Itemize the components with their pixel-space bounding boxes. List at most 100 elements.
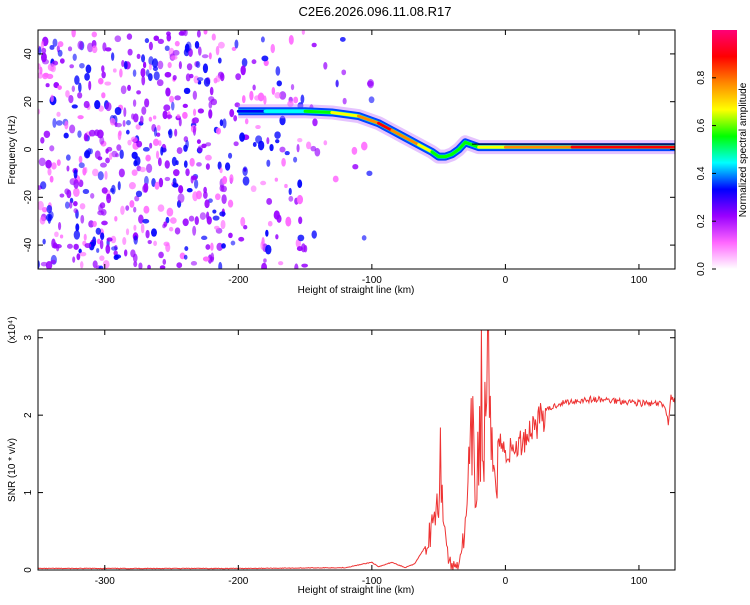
speckle <box>114 215 118 222</box>
speckle <box>275 66 281 76</box>
ridge-segment <box>417 143 434 154</box>
x-tick-label: 100 <box>631 576 648 587</box>
speckle <box>82 167 87 176</box>
speckle <box>274 131 281 139</box>
speckle <box>221 243 226 249</box>
speckle <box>174 40 180 47</box>
speckle <box>205 142 212 147</box>
speckle <box>278 261 284 266</box>
speckle <box>297 179 303 189</box>
speckle <box>152 115 157 120</box>
speckle <box>131 169 138 176</box>
speckle <box>202 63 209 74</box>
speckle <box>166 207 174 217</box>
speckle <box>106 193 111 199</box>
spectrogram-plot-area <box>38 30 675 269</box>
speckle <box>179 252 186 260</box>
speckle <box>38 72 43 79</box>
speckle <box>228 152 233 159</box>
speckle <box>134 156 141 166</box>
speckle <box>106 146 113 152</box>
speckle <box>63 132 69 139</box>
y-tick-label: 2 <box>23 412 34 418</box>
speckle <box>72 201 78 207</box>
speckle <box>314 147 321 157</box>
y-tick-label: 1 <box>23 489 34 495</box>
ridge-segment <box>457 140 467 151</box>
speckle <box>301 263 308 268</box>
speckle <box>261 55 269 62</box>
speckle <box>156 132 161 137</box>
speckle <box>241 95 246 104</box>
speckle <box>69 124 76 134</box>
speckle <box>66 189 72 199</box>
speckle <box>266 159 271 167</box>
speckle <box>183 87 191 95</box>
y-tick-label: -20 <box>23 190 34 205</box>
speckle <box>252 142 257 148</box>
speckle <box>230 240 236 246</box>
speckle <box>132 99 137 107</box>
speckle <box>214 193 221 201</box>
speckle <box>40 137 45 144</box>
speckle <box>165 87 171 97</box>
speckle <box>144 38 150 44</box>
speckle <box>47 167 52 176</box>
speckle <box>133 235 138 245</box>
speckle <box>157 60 164 70</box>
speckle <box>183 254 188 260</box>
speckle <box>269 143 274 152</box>
speckle <box>75 223 80 232</box>
speckle <box>323 140 328 146</box>
speckle <box>153 240 157 246</box>
speckle <box>204 154 212 161</box>
speckle <box>99 255 105 261</box>
speckle <box>122 237 127 246</box>
speckle <box>38 46 42 56</box>
speckle <box>92 236 97 247</box>
speckle <box>109 117 116 126</box>
speckle <box>296 194 304 205</box>
speckle <box>196 162 202 167</box>
speckle <box>154 181 160 190</box>
speckle <box>122 120 126 127</box>
speckle <box>74 75 80 85</box>
speckle <box>267 220 273 227</box>
speckle <box>242 176 250 186</box>
speckle <box>239 132 245 142</box>
speckle <box>143 205 150 214</box>
speckle <box>270 43 275 54</box>
speckle <box>156 124 161 131</box>
speckle <box>166 31 171 36</box>
speckle <box>88 129 96 137</box>
speckle <box>204 199 210 209</box>
speckle <box>233 141 239 147</box>
speckle <box>293 96 299 104</box>
speckle <box>101 220 108 226</box>
speckle <box>77 40 84 50</box>
speckle <box>153 138 160 147</box>
speckle <box>94 150 101 160</box>
speckle <box>116 144 122 151</box>
speckle <box>220 219 226 230</box>
speckle <box>250 185 257 193</box>
x-tick-label: 100 <box>631 275 648 286</box>
speckle <box>148 41 153 51</box>
speckle <box>216 242 223 252</box>
ridge-segment <box>330 110 361 118</box>
speckle <box>52 38 58 47</box>
ridge-segment <box>403 136 421 147</box>
speckle <box>114 106 122 116</box>
ridge-segment <box>377 121 394 132</box>
speckle <box>78 155 83 164</box>
speckle <box>123 60 128 70</box>
speckle <box>84 243 92 249</box>
speckle <box>361 235 367 241</box>
speckle <box>255 135 263 144</box>
speckle <box>173 169 180 177</box>
speckle <box>192 108 197 117</box>
speckle <box>139 115 144 124</box>
speckle <box>276 80 282 87</box>
speckle <box>105 102 112 112</box>
